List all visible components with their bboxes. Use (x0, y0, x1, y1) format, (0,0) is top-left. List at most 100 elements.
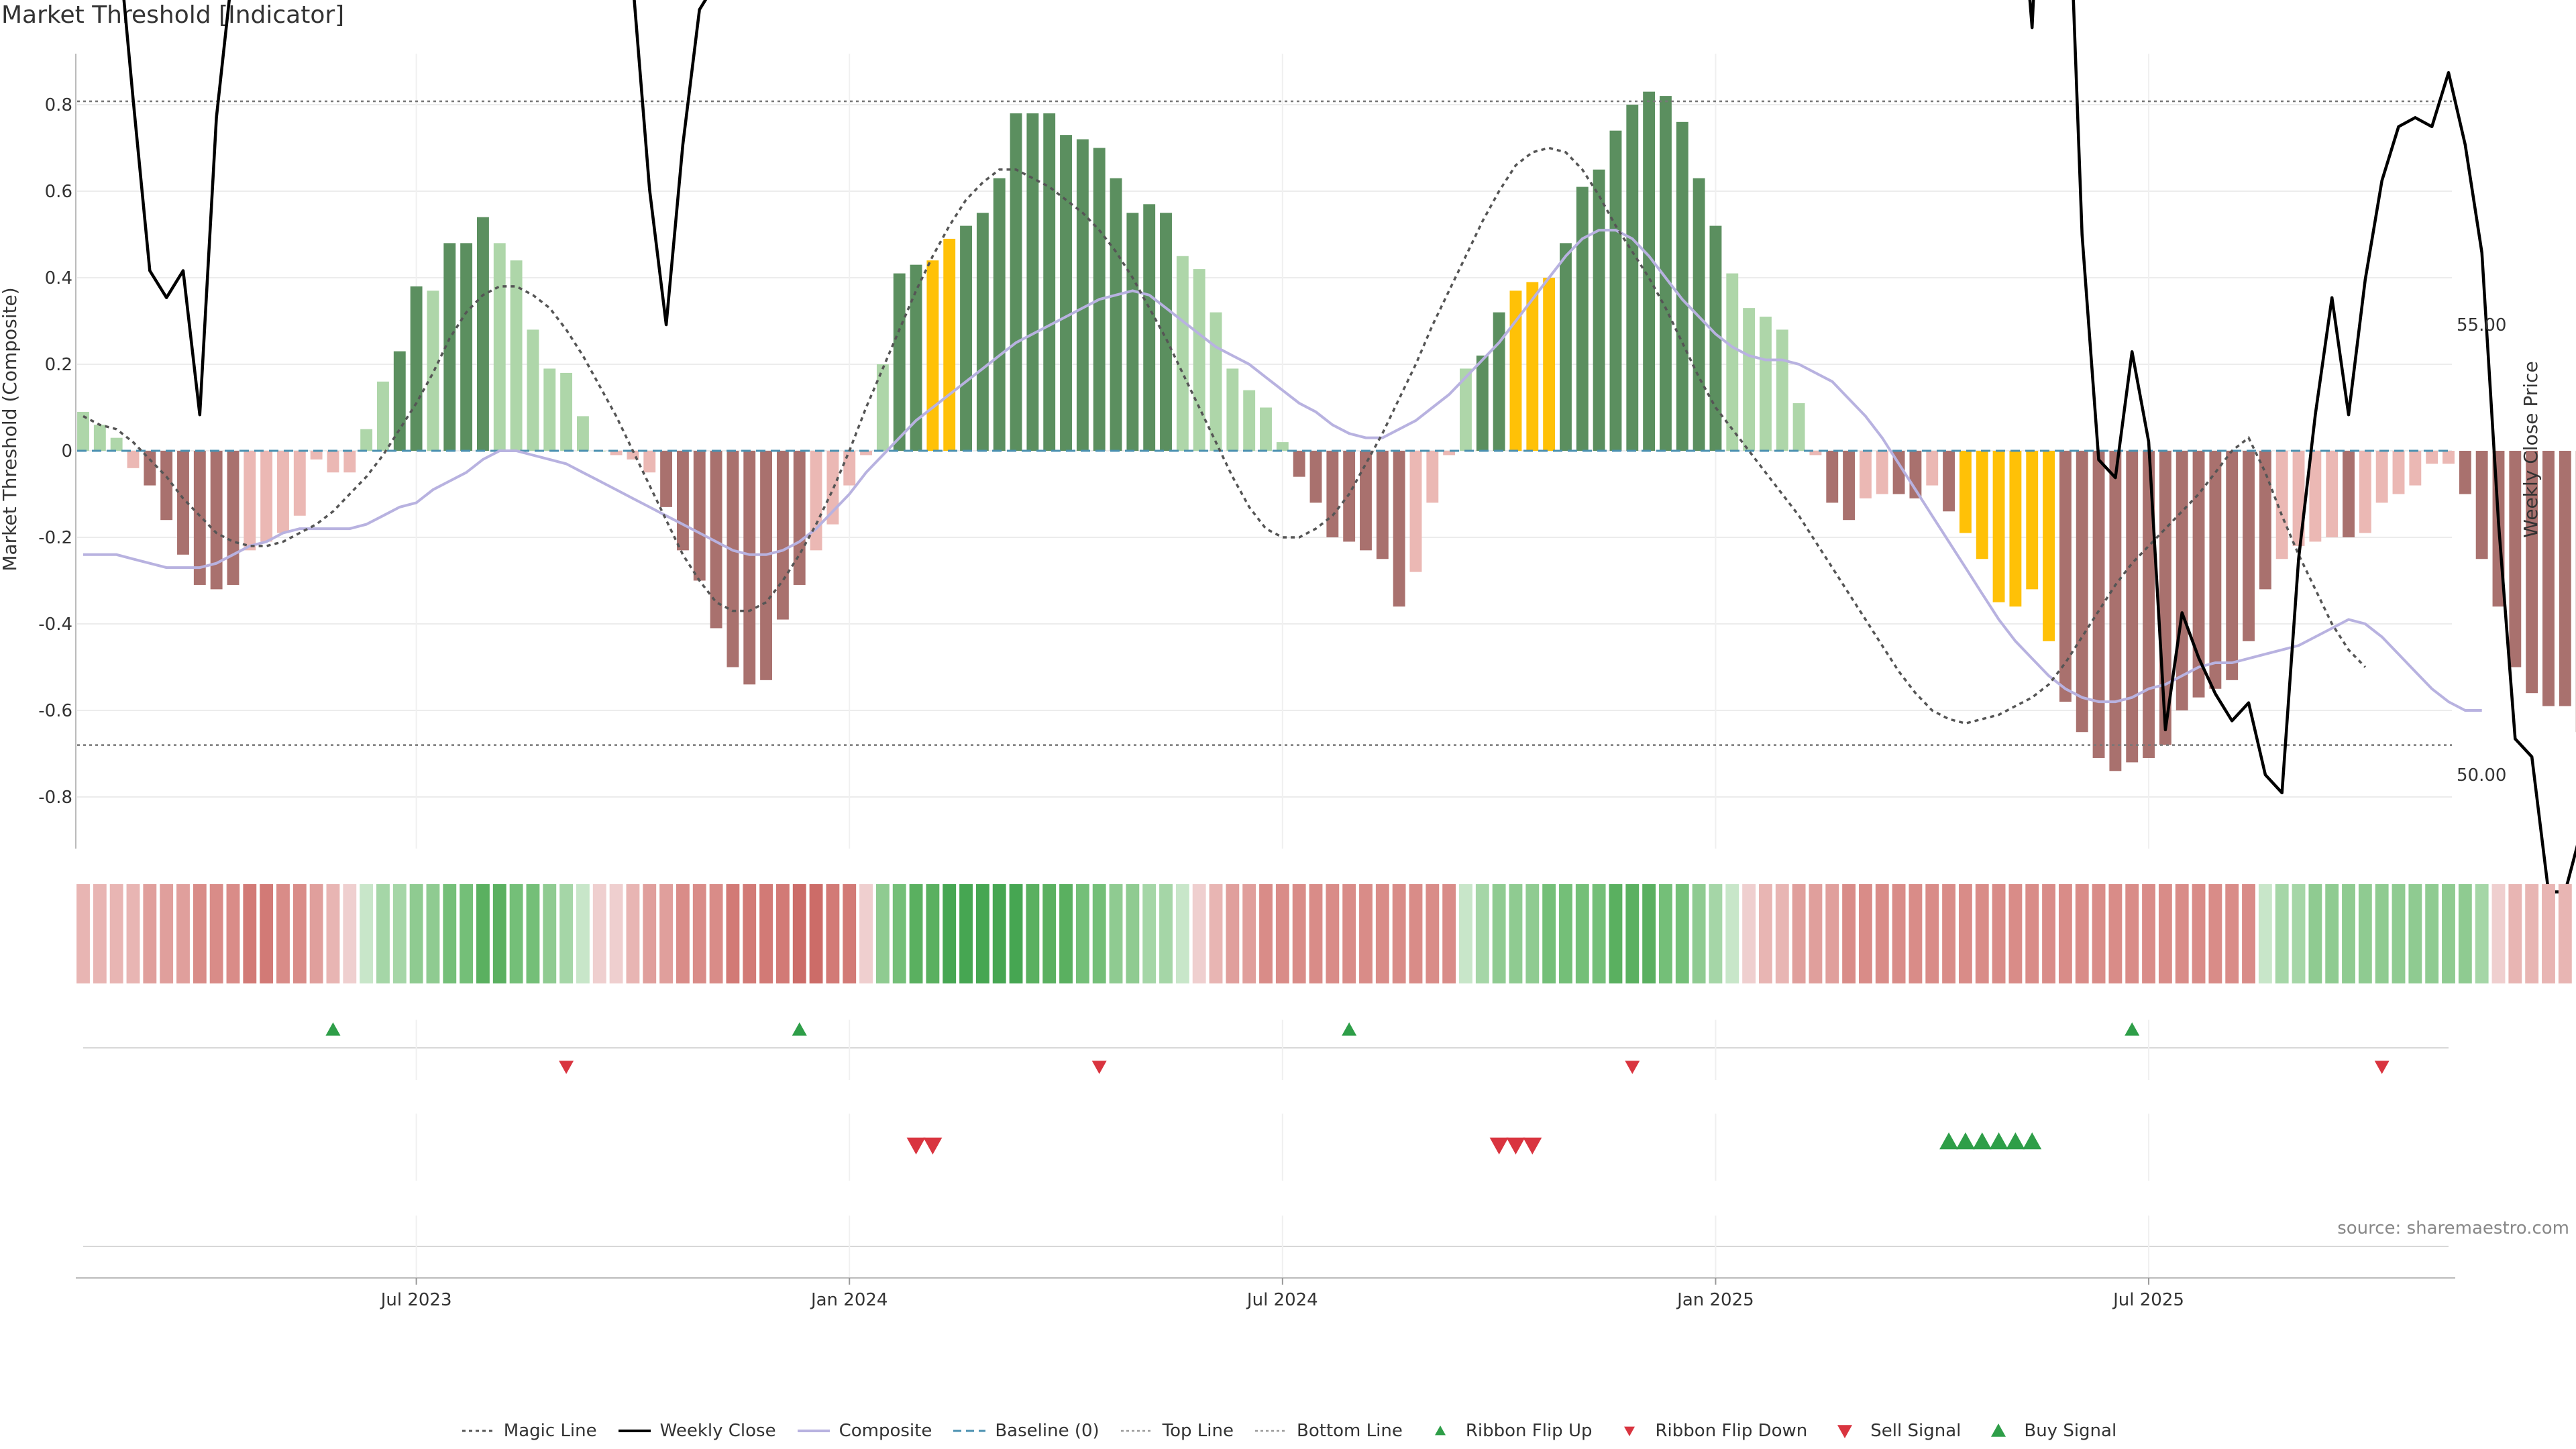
x-tick-label: Jul 2023 (380, 1290, 452, 1310)
composite-bar (2475, 451, 2488, 559)
composite-bar (1743, 308, 1756, 451)
x-tick-label: Jul 2025 (2112, 1290, 2184, 1310)
composite-bar (1426, 451, 1439, 503)
composite-bar (2209, 451, 2222, 689)
ribbon-strip (76, 884, 2572, 983)
ribbon-flip-down-marker (1091, 1061, 1107, 1074)
ribbon-cell (2542, 884, 2555, 983)
ribbon-cell (643, 884, 657, 983)
ribbon-cell (543, 884, 557, 983)
composite-bar (2392, 451, 2405, 494)
composite-bar (993, 178, 1006, 451)
small-up-triangle-icon (1434, 1426, 1446, 1436)
legend-item: Sell Signal (1826, 1421, 1961, 1441)
ribbon-cell (260, 884, 274, 983)
composite-bar (1676, 121, 1688, 451)
composite-bar (127, 451, 140, 468)
composite-bar (1110, 178, 1122, 451)
ribbon-cell (2442, 884, 2455, 983)
composite-bar (926, 260, 939, 451)
composite-bar (2226, 451, 2239, 680)
ribbon-cell (1575, 884, 1589, 983)
composite-bar (2542, 451, 2555, 706)
composite-bar (2126, 451, 2139, 763)
composite-bar (244, 451, 256, 551)
solid-line-icon (618, 1430, 651, 1432)
ribbon-cell (2525, 884, 2539, 983)
composite-bar (560, 372, 573, 451)
composite-bar (1976, 451, 1988, 559)
composite-bar (1360, 451, 1372, 551)
composite-bar (2076, 451, 2088, 733)
dotted-gray-line-icon (1120, 1430, 1153, 1432)
legend-label: Magic Line (503, 1421, 597, 1441)
ribbon-cell (1375, 884, 1389, 983)
composite-bar (360, 429, 373, 451)
ribbon-cell (809, 884, 823, 983)
ribbon-cell (1059, 884, 1073, 983)
ribbon-cell (292, 884, 307, 983)
composite-bar (77, 411, 89, 451)
composite-bar (1210, 312, 1222, 451)
ribbon-cell (692, 884, 706, 983)
ribbon-cell (343, 884, 357, 983)
ribbon-cell (76, 884, 90, 983)
composite-bar (1992, 451, 2005, 602)
ribbon-cell (1858, 884, 1872, 983)
composite-bar (277, 451, 289, 533)
ribbon-cell (126, 884, 140, 983)
composite-bar (227, 451, 239, 585)
ribbon-cell (309, 884, 323, 983)
y-tick-label: 0.4 (45, 268, 72, 288)
buy-signal-marker (1955, 1132, 1975, 1150)
ribbon-cell (2458, 884, 2472, 983)
legend-label: Weekly Close (659, 1421, 776, 1441)
composite-bar (310, 451, 323, 460)
composite-bar (1010, 113, 1022, 451)
sell-signal-marker (1506, 1137, 1525, 1155)
composite-bar (477, 217, 489, 451)
composite-bar (2459, 451, 2471, 494)
ribbon-cell (176, 884, 190, 983)
legend-item: Ribbon Flip Down (1611, 1421, 1807, 1441)
ribbon-cell (2258, 884, 2272, 983)
composite-bar (843, 451, 856, 486)
ribbon-cell (443, 884, 457, 983)
composite-bar (1076, 139, 1089, 451)
composite-bar (1343, 451, 1356, 542)
ribbon-cell (509, 884, 523, 983)
composite-bar (2143, 451, 2155, 758)
ribbon-cell (826, 884, 840, 983)
composite-bar (1543, 278, 1556, 451)
composite-bar (1560, 243, 1572, 451)
composite-bar (410, 286, 423, 451)
composite-bar (1260, 407, 1272, 451)
ribbon-cell (326, 884, 340, 983)
ribbon-cell (792, 884, 806, 983)
composite-bar (1526, 282, 1539, 451)
composite-bar (1443, 451, 1456, 455)
ribbon-cell (626, 884, 640, 983)
legend: Magic Line Weekly Close Composite Baseline … (0, 1421, 2576, 1448)
composite-bar (1593, 169, 1605, 451)
ribbon-cell (1142, 884, 1157, 983)
lavender-line-icon (797, 1430, 830, 1432)
y-tick-label: 0 (61, 441, 72, 462)
ribbon-flip-down-marker (559, 1061, 574, 1074)
ribbon-cell (775, 884, 790, 983)
composite-bar (2043, 451, 2055, 641)
legend-label: Top Line (1162, 1421, 1234, 1441)
buy-signal-marker (2023, 1132, 2042, 1150)
ribbon-cell (926, 884, 940, 983)
composite-bar (1609, 130, 1622, 451)
composite-bar (377, 381, 389, 451)
composite-bar (1409, 451, 1422, 572)
ribbon-cell (426, 884, 440, 983)
composite-bar (193, 451, 206, 585)
buy-signal-marker (1972, 1132, 1992, 1150)
ribbon-cell (2075, 884, 2089, 983)
ribbon-cell (1259, 884, 1273, 983)
ribbon-cell (2242, 884, 2255, 983)
ribbon-cell (843, 884, 857, 983)
dashed-line-icon (953, 1430, 986, 1432)
